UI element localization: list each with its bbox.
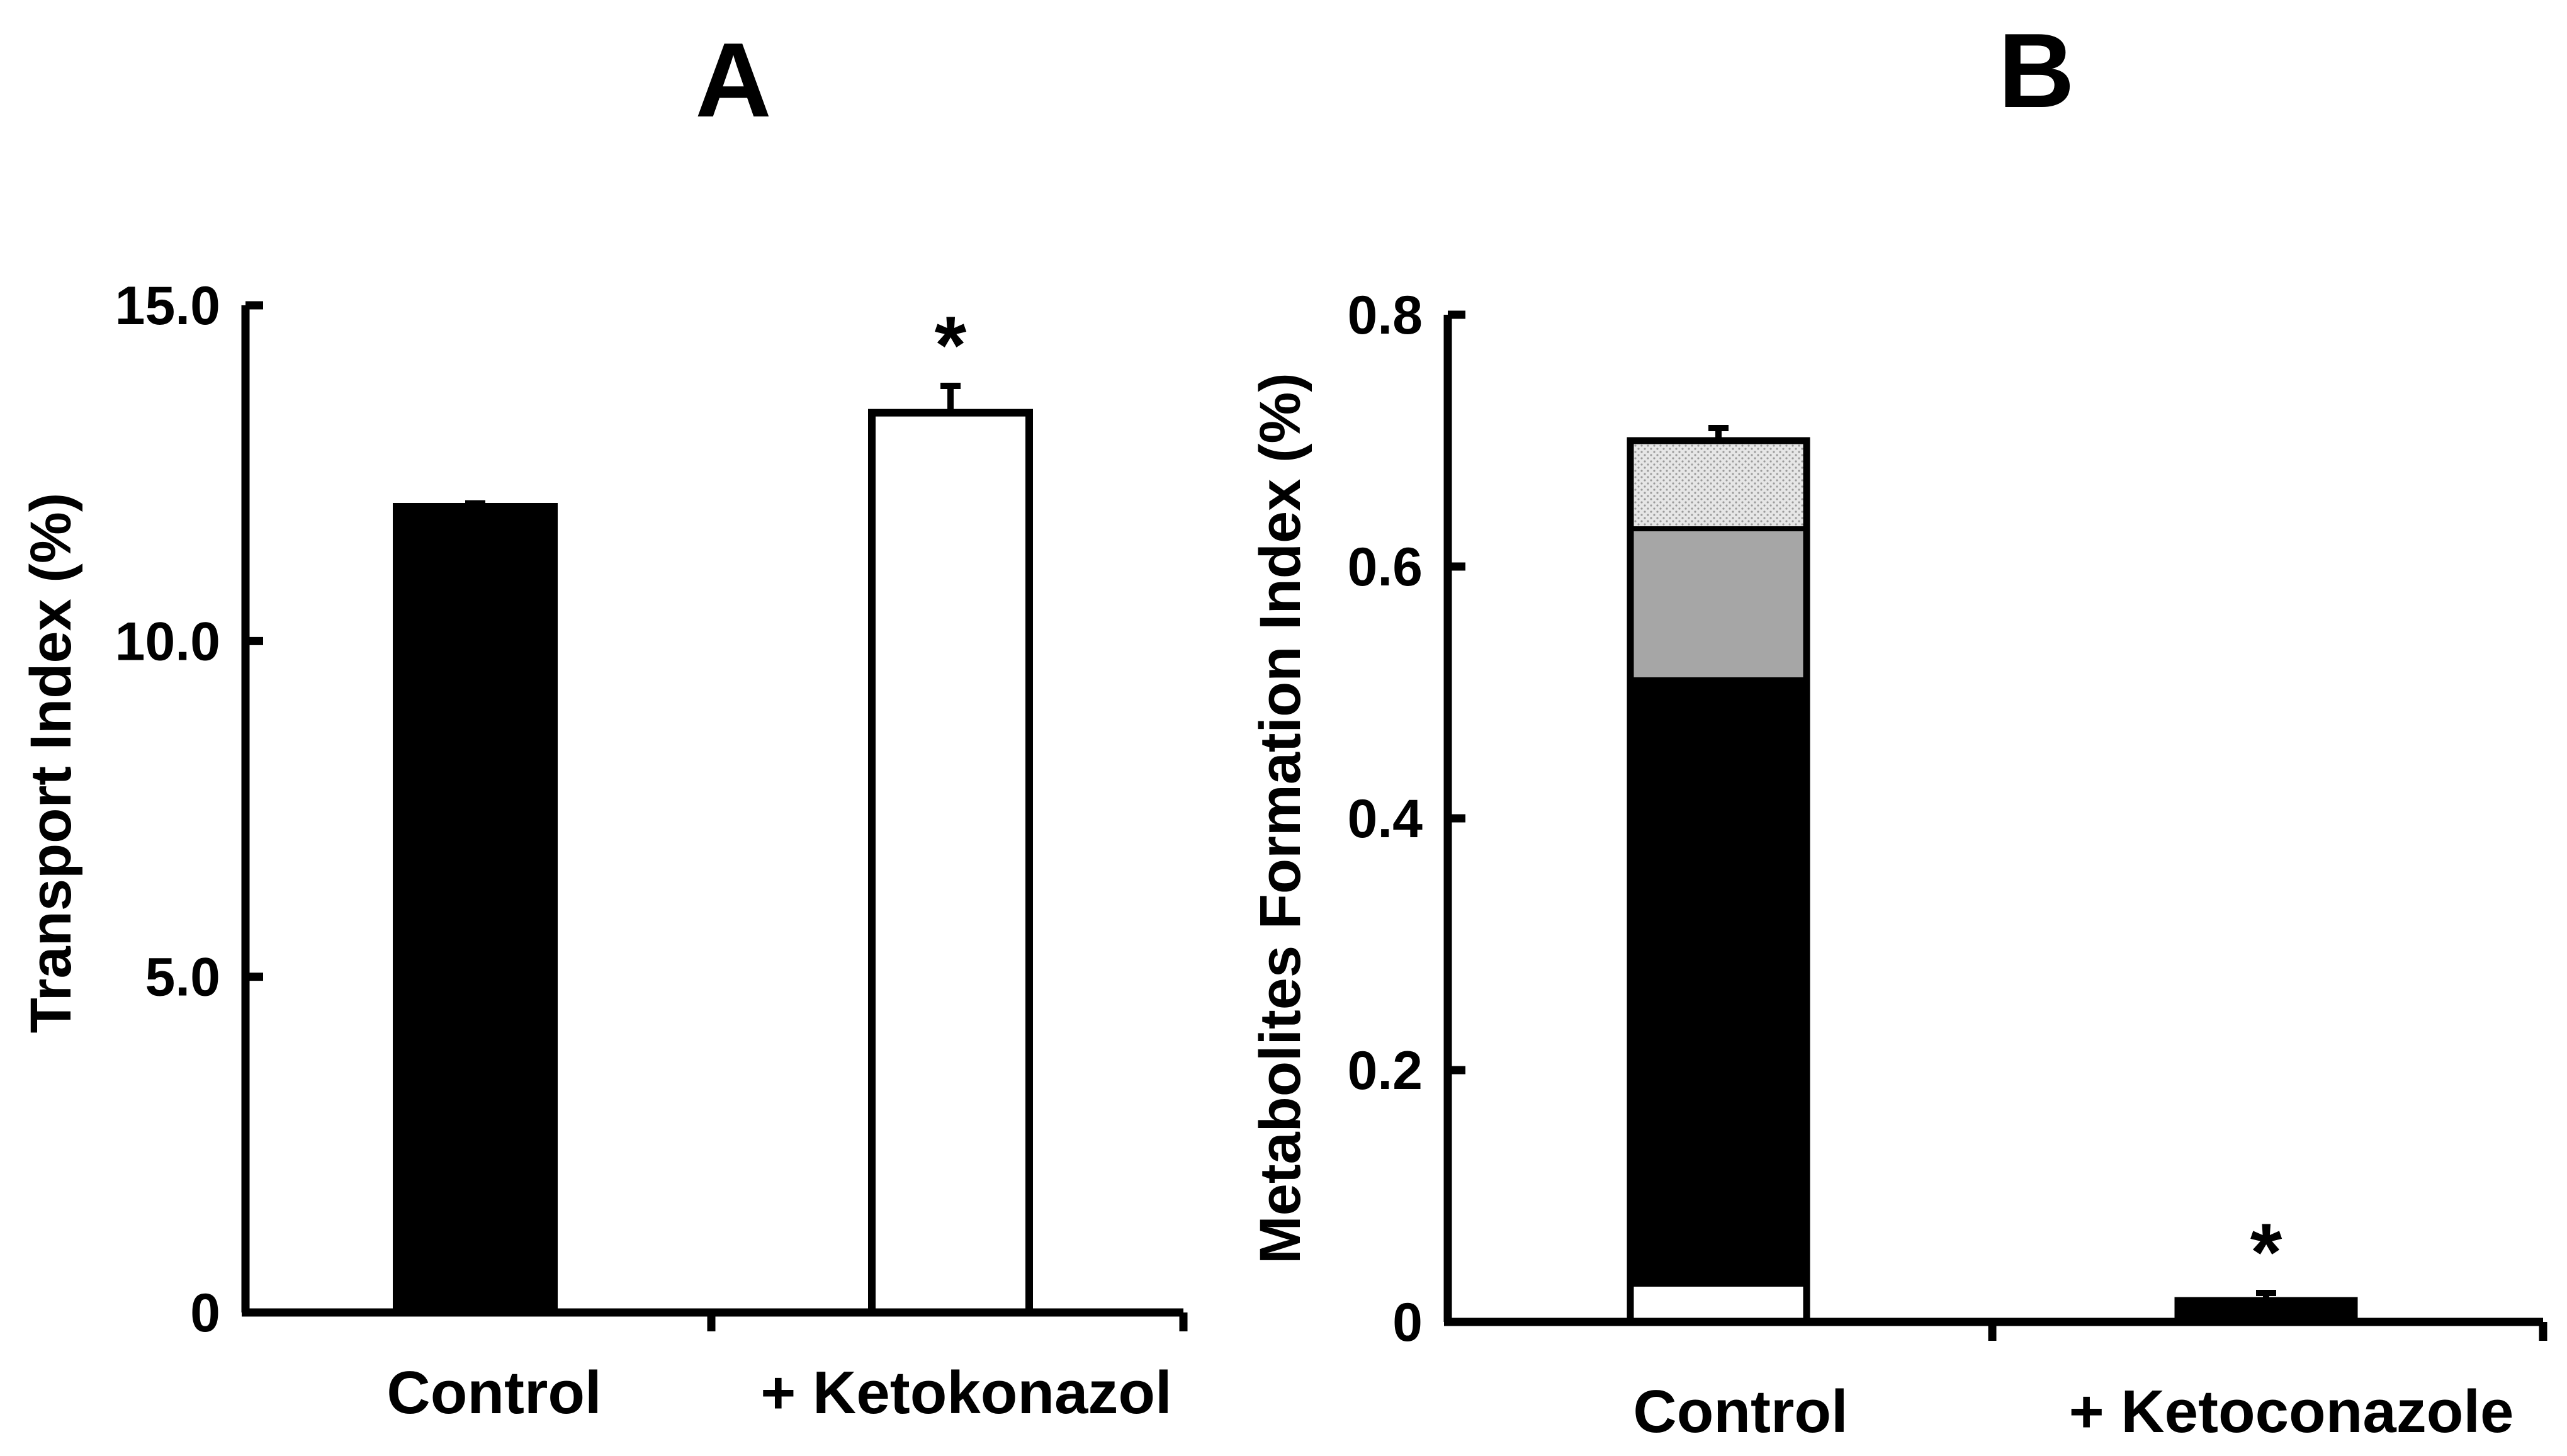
bar-segment xyxy=(1628,438,1809,531)
significance-marker: * xyxy=(935,299,967,391)
y-tick-label: 0.8 xyxy=(1347,285,1423,346)
significance-marker: * xyxy=(2250,1206,2282,1298)
chart-b-category-label: + Ketoconazole xyxy=(2069,1378,2514,1445)
y-tick-label: 0 xyxy=(1392,1292,1423,1353)
y-tick-label: 15.0 xyxy=(115,276,220,336)
chart-b-y-axis-title: Metabolites Formation Index (%) xyxy=(1248,373,1312,1264)
chart-a-panel-label: A xyxy=(695,21,771,139)
bar xyxy=(393,503,558,1316)
y-tick-label: 0 xyxy=(190,1283,220,1343)
y-tick-label: 0.6 xyxy=(1347,537,1423,597)
y-tick-label: 5.0 xyxy=(145,947,220,1008)
chart-a-category-label: Control xyxy=(386,1359,601,1426)
y-tick-label: 0.4 xyxy=(1347,789,1423,849)
chart-b: B Metabolites Formation Index (%) * 0 0.2… xyxy=(1248,11,2547,1445)
bar xyxy=(868,409,1033,1317)
chart-a-y-axis-title: Transport Index (%) xyxy=(19,493,83,1034)
bar-segment xyxy=(1628,1282,1809,1324)
chart-a: A Transport Index (%) * 0 5.0 10.0 15.0 Con… xyxy=(19,21,1188,1426)
chart-b-panel-label: B xyxy=(1998,11,2074,130)
chart-b-category-label: Control xyxy=(1633,1378,1848,1445)
bar-segment xyxy=(1628,677,1809,1287)
y-tick-label: 10.0 xyxy=(115,611,220,672)
bar-segment xyxy=(1628,526,1809,682)
y-tick-label: 0.2 xyxy=(1347,1041,1423,1101)
chart-a-category-label: + Ketokonazol xyxy=(760,1359,1171,1426)
